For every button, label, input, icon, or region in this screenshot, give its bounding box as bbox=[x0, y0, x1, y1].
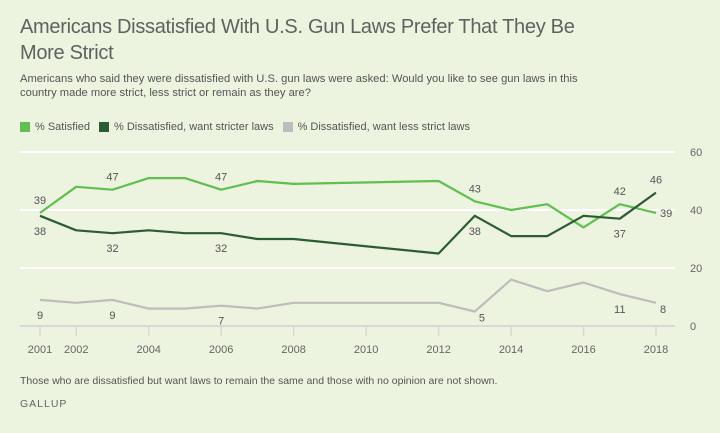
x-tick-label: 2004 bbox=[136, 344, 160, 356]
x-axis: 2001 2002 2004 2006 2008 2010 2012 2014 2016 2018 bbox=[28, 327, 668, 356]
y-tick-label: 20 bbox=[690, 263, 702, 275]
data-label: 38 bbox=[34, 226, 46, 238]
legend-label-stricter: % Dissatisfied, want stricter laws bbox=[114, 121, 274, 133]
x-tick-label: 2001 bbox=[28, 344, 52, 356]
legend-item-less-strict: % Dissatisfied, want less strict laws bbox=[282, 121, 470, 133]
data-label: 43 bbox=[469, 183, 481, 195]
data-label: 9 bbox=[37, 310, 43, 322]
series-line-2 bbox=[39, 278, 657, 313]
x-tick-label: 2010 bbox=[354, 344, 378, 356]
x-tick-label: 2012 bbox=[426, 344, 450, 356]
data-label: 9 bbox=[109, 310, 115, 322]
data-label: 5 bbox=[479, 313, 485, 325]
legend-label-satisfied: % Satisfied bbox=[35, 121, 91, 133]
series-line-0 bbox=[39, 177, 657, 229]
x-tick-label: 2006 bbox=[209, 344, 233, 356]
data-label: 32 bbox=[106, 243, 118, 255]
legend-swatch-stricter bbox=[99, 122, 110, 132]
series-line-1 bbox=[39, 191, 657, 255]
y-axis: 0 20 40 60 bbox=[690, 147, 702, 333]
x-tick-label: 2018 bbox=[644, 344, 668, 356]
y-tick-label: 40 bbox=[690, 205, 702, 217]
y-tick-label: 0 bbox=[690, 321, 696, 333]
data-label: 39 bbox=[660, 208, 672, 220]
chart-title: Americans Dissatisfied With U.S. Gun Law… bbox=[20, 16, 575, 64]
x-tick-label: 2014 bbox=[499, 344, 523, 356]
legend-label-less-strict: % Dissatisfied, want less strict laws bbox=[297, 121, 470, 133]
data-labels: 39 47 47 43 42 39 38 32 32 38 37 46 9 9 7 5 11 8 bbox=[34, 172, 672, 328]
data-label: 39 bbox=[34, 195, 46, 207]
legend-item-stricter: % Dissatisfied, want stricter laws bbox=[99, 121, 274, 133]
data-label: 38 bbox=[469, 226, 481, 238]
y-tick-label: 60 bbox=[690, 147, 702, 159]
x-tick-label: 2008 bbox=[281, 344, 305, 356]
x-tick-label: 2016 bbox=[571, 344, 595, 356]
data-label: 11 bbox=[614, 304, 625, 316]
data-label: 32 bbox=[215, 243, 227, 255]
legend-swatch-less-strict bbox=[282, 122, 293, 132]
data-label: 37 bbox=[614, 229, 626, 241]
chart-subtitle: Americans who said they were dissatisfie… bbox=[20, 73, 578, 99]
legend: % Satisfied % Dissatisfied, want stricte… bbox=[20, 121, 479, 133]
gridlines bbox=[20, 151, 675, 327]
x-tick-label: 2002 bbox=[64, 344, 88, 356]
data-label: 7 bbox=[218, 316, 224, 328]
data-label: 42 bbox=[614, 186, 626, 198]
legend-item-satisfied: % Satisfied bbox=[20, 121, 90, 133]
source-label: GALLUP bbox=[20, 398, 68, 410]
data-label: 47 bbox=[215, 172, 227, 184]
footnote: Those who are dissatisfied but want laws… bbox=[20, 375, 498, 387]
data-label: 47 bbox=[106, 172, 118, 184]
legend-swatch-satisfied bbox=[20, 122, 30, 132]
series-lines bbox=[39, 177, 657, 313]
data-label: 46 bbox=[650, 175, 662, 187]
data-label: 8 bbox=[660, 304, 666, 316]
